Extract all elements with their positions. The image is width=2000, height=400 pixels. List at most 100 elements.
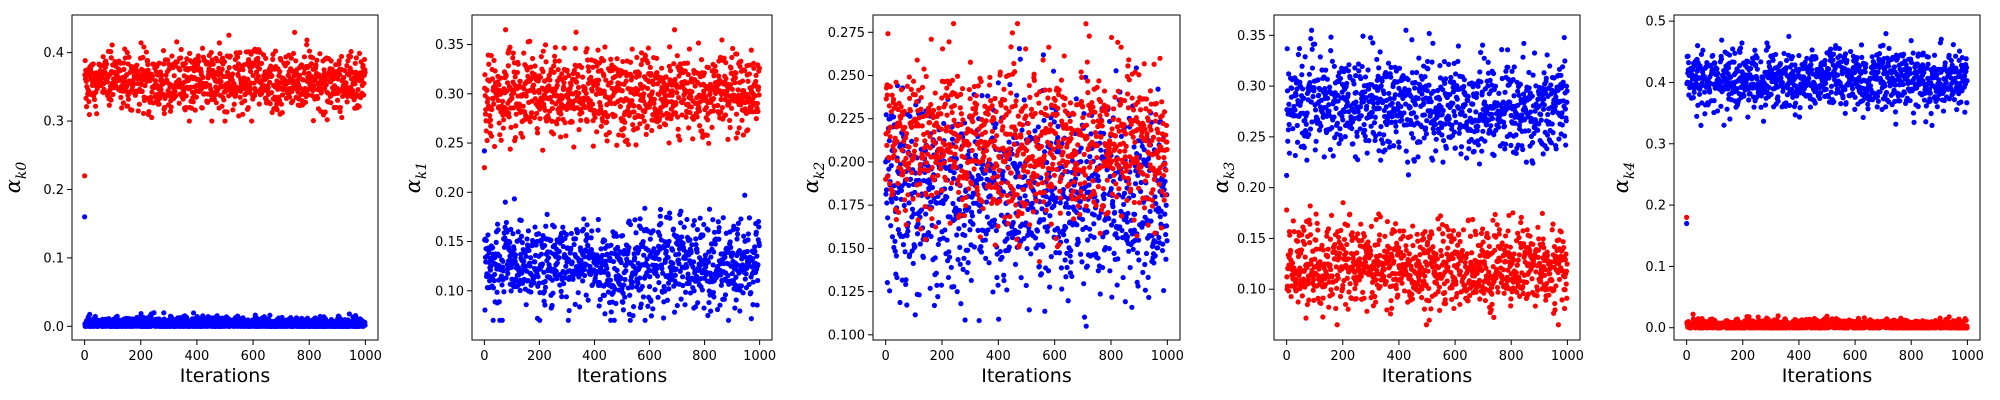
data-point [488, 53, 494, 59]
x-axis-label: Iterations [180, 365, 271, 387]
data-point [90, 61, 96, 67]
data-point [536, 90, 542, 96]
y-tick-label: 0.25 [435, 137, 464, 152]
data-point [1145, 274, 1151, 280]
data-point [1111, 218, 1117, 224]
data-point [938, 282, 945, 288]
data-point [1125, 210, 1131, 216]
data-point [1095, 255, 1101, 261]
data-point [490, 285, 497, 291]
data-point [994, 274, 1000, 281]
data-point [738, 102, 744, 108]
y-tick-label: 0.4 [43, 46, 64, 61]
data-point [83, 95, 89, 101]
data-point [495, 221, 501, 227]
data-point [934, 282, 940, 288]
data-point [986, 260, 992, 266]
data-point [292, 29, 298, 35]
data-point [328, 58, 334, 64]
data-point [523, 302, 529, 308]
data-point [1065, 210, 1072, 217]
data-point [608, 242, 614, 248]
data-point [964, 269, 970, 276]
data-point [898, 187, 905, 194]
data-point [608, 79, 614, 86]
data-point [1130, 246, 1136, 252]
data-point [158, 87, 164, 93]
data-point [484, 137, 490, 144]
data-point [143, 49, 149, 55]
data-point [554, 260, 560, 266]
data-point [165, 57, 171, 63]
data-point [1042, 308, 1048, 314]
data-point [745, 127, 751, 133]
data-point [629, 74, 635, 80]
data-point [561, 281, 567, 287]
y-axis-label-subscript: k0 [14, 162, 30, 179]
data-point [894, 274, 900, 281]
data-point [537, 317, 543, 323]
data-point [983, 255, 989, 261]
data-point [543, 223, 549, 229]
data-point [527, 38, 533, 44]
data-point [598, 123, 604, 129]
data-point [221, 59, 228, 65]
data-point [1034, 228, 1041, 234]
data-point [566, 307, 572, 314]
data-point [224, 69, 231, 75]
data-point [648, 313, 655, 319]
data-point [725, 136, 731, 142]
data-point [728, 105, 735, 111]
data-point [218, 78, 224, 85]
data-point [305, 92, 311, 98]
data-point [718, 109, 724, 115]
data-point [691, 288, 697, 294]
data-point [532, 63, 538, 69]
data-point [1007, 81, 1013, 88]
data-point [534, 130, 541, 136]
data-point [551, 53, 558, 59]
data-point [722, 292, 729, 298]
data-point [657, 124, 663, 130]
data-point [678, 220, 684, 226]
data-point [976, 317, 982, 324]
data-point [685, 271, 691, 277]
data-point [601, 292, 607, 298]
data-point [750, 279, 756, 285]
data-point [192, 107, 198, 113]
data-point [178, 55, 184, 61]
data-point [920, 254, 927, 261]
data-point [688, 104, 694, 110]
data-point [742, 192, 748, 198]
data-point [978, 249, 985, 255]
data-point [491, 57, 497, 63]
data-point [991, 217, 997, 223]
data-point [172, 93, 179, 99]
data-point [639, 283, 645, 290]
data-point [958, 301, 964, 307]
data-point [737, 308, 743, 314]
data-point [240, 67, 246, 73]
data-point [1021, 173, 1028, 180]
data-point [604, 138, 610, 144]
data-point [1127, 264, 1133, 271]
data-point [1047, 213, 1053, 219]
data-point [682, 289, 689, 295]
data-point [1084, 263, 1090, 269]
data-point [1115, 256, 1121, 262]
data-point [274, 107, 280, 113]
data-point [570, 276, 576, 282]
data-point [754, 302, 760, 308]
data-point [135, 108, 141, 114]
data-point [675, 126, 681, 132]
series-blue-points [82, 214, 368, 329]
data-point [568, 230, 574, 237]
data-point [604, 265, 610, 272]
data-point [719, 37, 725, 43]
data-point [1101, 191, 1107, 197]
data-point [486, 61, 492, 67]
data-point [673, 100, 679, 106]
data-point [754, 253, 760, 259]
data-point [961, 255, 967, 261]
data-point [705, 117, 711, 123]
